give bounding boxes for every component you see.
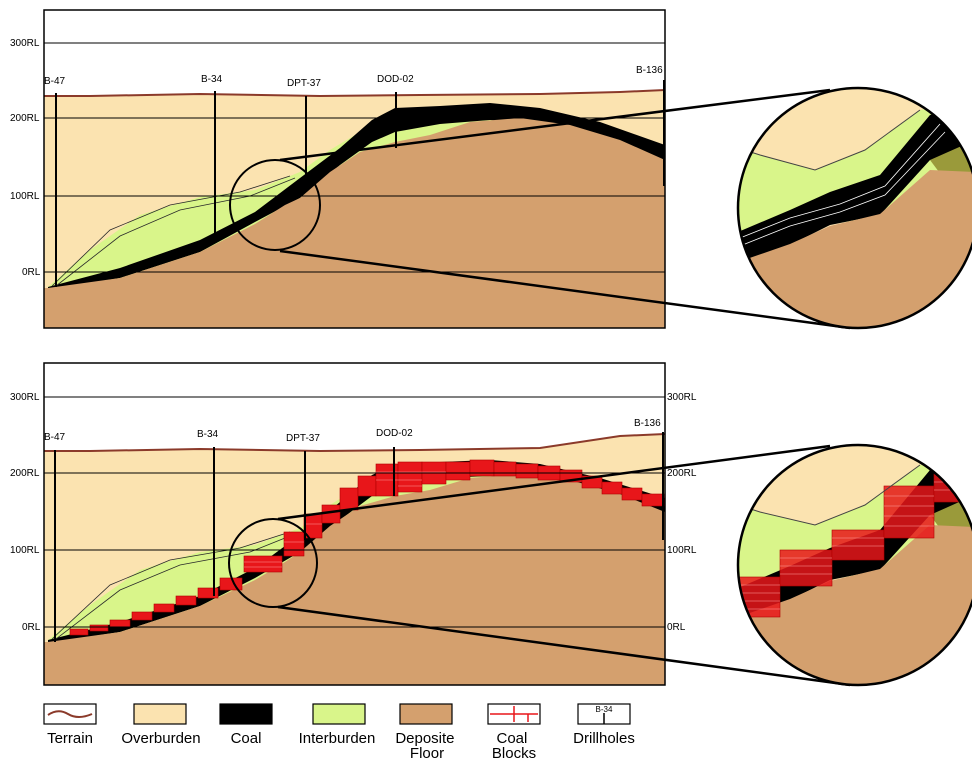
legend-coal-label: Coal [231,730,262,747]
bottom-hole-b34: B-34 [197,429,219,440]
top-drillholes [55,80,665,287]
bottom-frame [43,362,666,686]
top-rl-300: 300RL [10,38,40,49]
top-rl-100: 100RL [10,191,40,202]
top-hole-dod02: DOD-02 [377,74,414,85]
bottom-hole-b136: B-136 [634,418,661,429]
top-hole-dpt37: DPT-37 [287,78,321,89]
top-drillhole-labels: B-47 B-34 DPT-37 DOD-02 B-136 [44,65,663,89]
legend-coal-blocks-label-line2: Blocks [492,745,536,762]
top-zoom-small-circle [229,159,321,251]
bottom-zoom-small-circle [228,518,318,608]
bottom-seam-lines [51,531,296,640]
bottom-rl-0-right: 0RL [667,622,686,633]
bottom-section: 300RL 200RL 100RL 0RL 300RL 200RL 100RL … [10,362,972,687]
bottom-rl-0-left: 0RL [22,622,41,633]
legend-interburden-swatch [312,703,366,725]
legend-coal-blocks-label: Coal Blocks [492,730,536,762]
top-hole-b47: B-47 [44,76,66,87]
legend-overburden: Overburden [121,703,201,747]
bottom-rl-300-right: 300RL [667,392,697,403]
legend-interburden: Interburden [299,703,376,747]
bottom-rl-200-right: 200RL [667,468,697,479]
legend-terrain: Terrain [43,703,97,747]
legend-drillholes: B-34 Drillholes [573,703,635,747]
top-rl-0: 0RL [22,267,41,278]
top-deposit-floor [44,118,665,328]
bottom-drillholes [54,432,664,642]
top-rl-200: 200RL [10,113,40,124]
top-section: 300RL 200RL 100RL 0RL B-47 B-34 DPT-37 D… [10,9,972,330]
bottom-hole-b47: B-47 [44,432,66,443]
bottom-rl-100-right: 100RL [667,545,697,556]
bottom-zoom-connector-upper [277,444,831,521]
bottom-zoom-large-circle [736,443,972,687]
top-hole-b136: B-136 [636,65,663,76]
bottom-rl-100-left: 100RL [10,545,40,556]
legend-terrain-label: Terrain [47,730,93,747]
top-zoom-connector-lower [279,249,851,330]
bottom-hole-dpt37: DPT-37 [286,433,320,444]
top-seam-lines [51,175,296,287]
legend-drillholes-label: Drillholes [573,730,635,747]
legend-floor-label: Deposite Floor [395,730,458,762]
legend: Terrain Overburden Coal Interburden Depo… [43,703,635,762]
legend-coal-swatch [219,703,273,725]
legend-coal-blocks-label-line1: Coal [496,730,527,747]
bottom-hole-dod02: DOD-02 [376,428,413,439]
legend-overburden-swatch [133,703,187,725]
top-zoom-connector-upper [279,88,831,162]
top-zoom-large-circle [736,86,972,330]
legend-coal-blocks: Coal Blocks [487,703,541,762]
legend-floor: Deposite Floor [395,703,458,762]
top-coal-seam [48,103,665,290]
top-terrain-line [44,89,665,98]
bottom-rl-300-left: 300RL [10,392,40,403]
bottom-rl-200-left: 200RL [10,468,40,479]
top-rl-gridlines [44,42,665,273]
bottom-rl-labels-left: 300RL 200RL 100RL 0RL [10,392,41,633]
legend-floor-label-line1: Deposite [395,730,454,747]
legend-overburden-label: Overburden [121,730,200,747]
top-rl-labels: 300RL 200RL 100RL 0RL [10,38,41,278]
bottom-zoom-large-view [738,445,972,685]
legend-terrain-line [47,710,93,718]
top-hole-b34: B-34 [201,74,223,85]
bottom-coal-blocks [69,459,665,636]
bottom-drillhole-labels: B-47 B-34 DPT-37 DOD-02 B-136 [44,418,661,444]
legend-interburden-label: Interburden [299,730,376,747]
top-zoom-large-view [738,88,972,328]
legend-coal: Coal [219,703,273,747]
bottom-zoom-connector-lower [277,605,851,687]
bottom-terrain-line [44,433,665,453]
legend-floor-label-line2: Floor [410,745,444,762]
bottom-coal-block-gridlines [244,471,446,568]
legend-floor-swatch [399,703,453,725]
legend-drillholes-swatch-text: B-34 [596,705,613,714]
bottom-deposit-floor [44,474,665,685]
bottom-rl-labels-right: 300RL 200RL 100RL 0RL [667,392,697,633]
bottom-rl-gridlines [44,396,665,628]
